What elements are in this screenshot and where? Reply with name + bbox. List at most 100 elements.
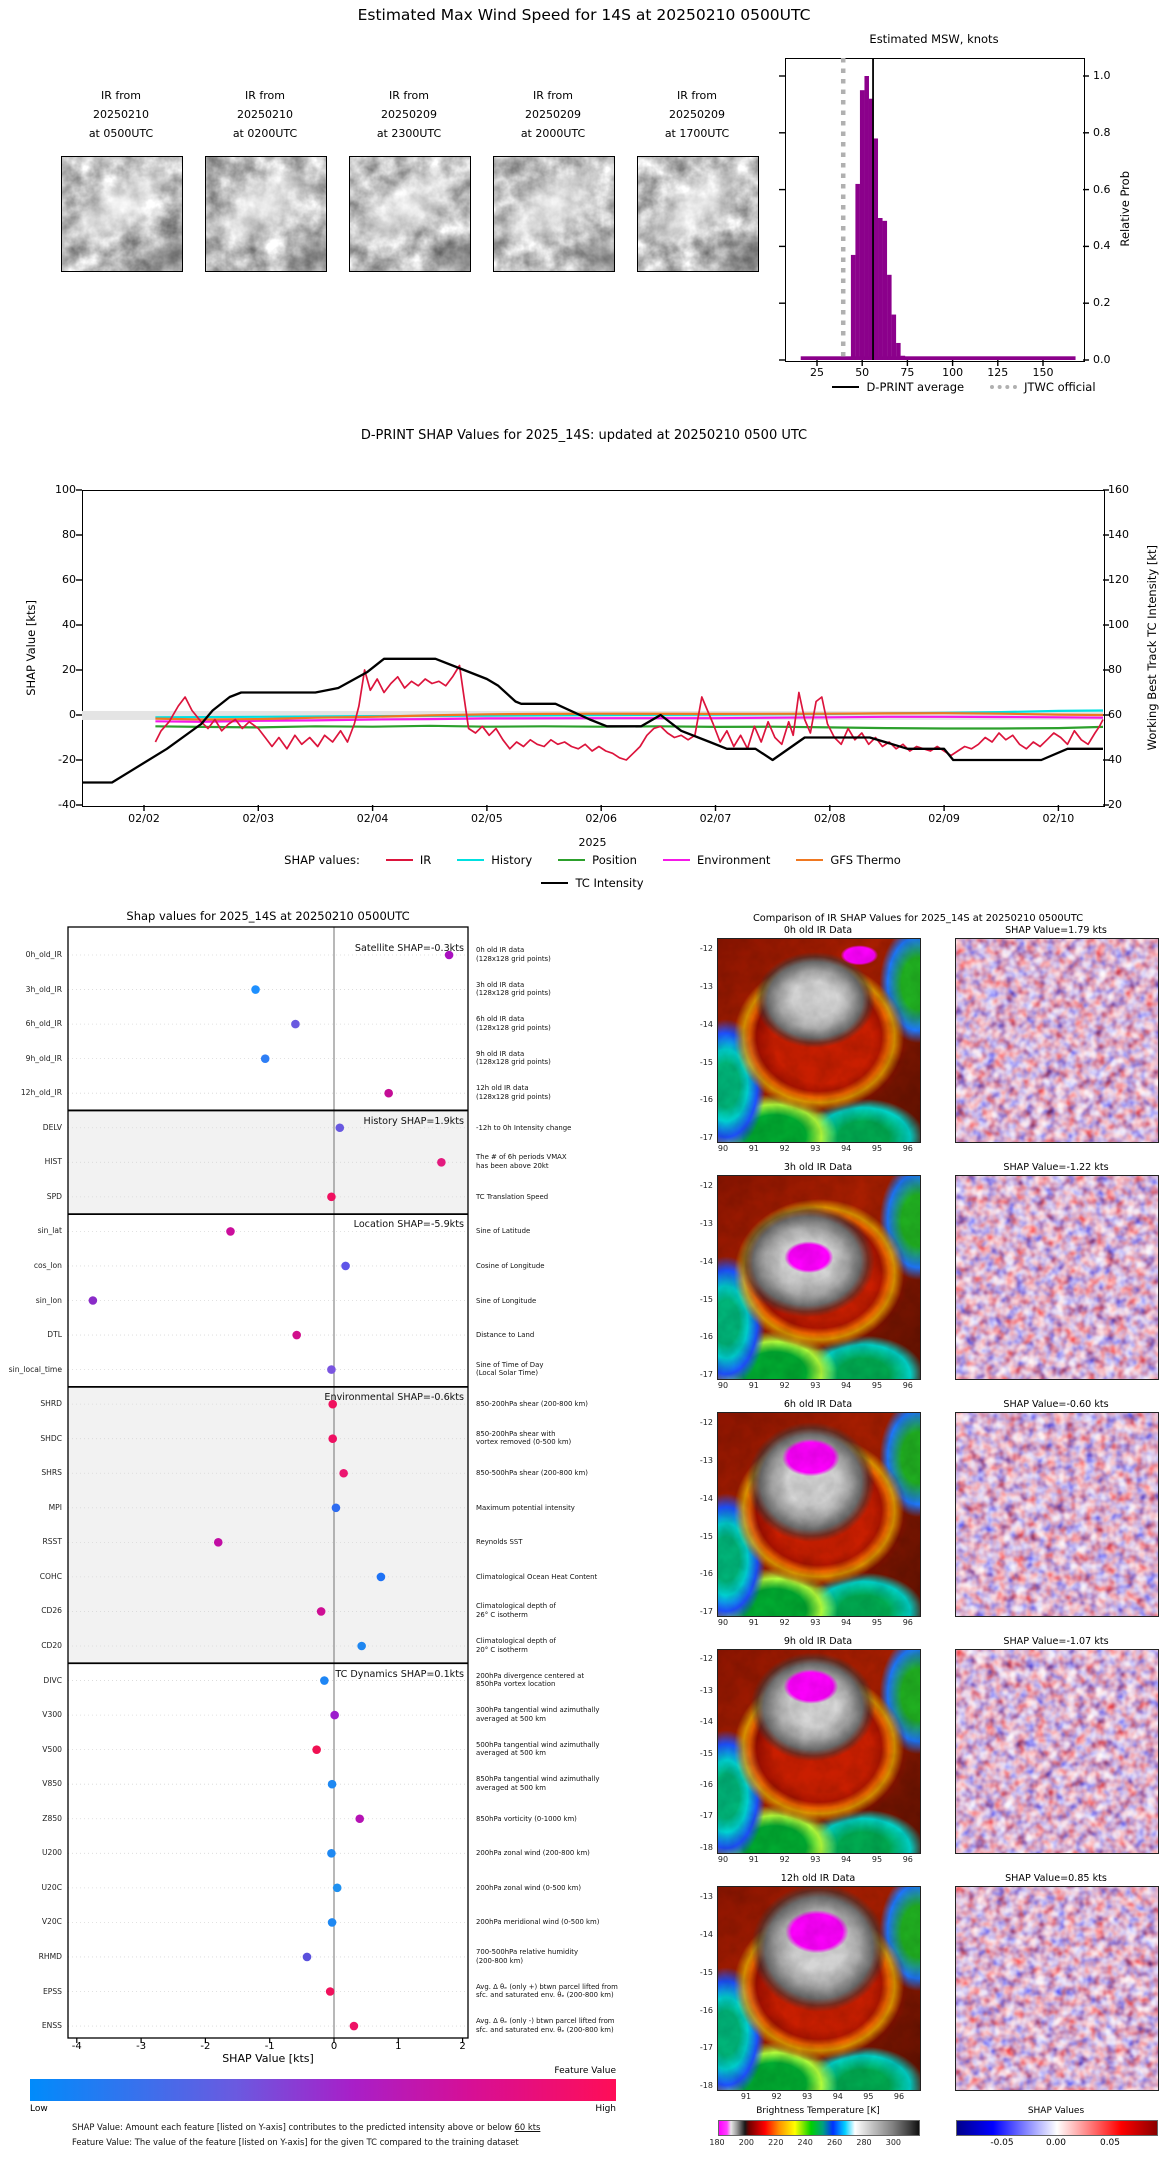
shap-row-desc-ENSS: Avg. Δ θₑ (only -) btwn parcel lifted fr… [476,2017,615,2034]
desc-line: Sine of Longitude [476,1296,537,1305]
timeseries-ytick-left: -40 [58,798,76,811]
shap-colorbar-tick: 0.00 [1045,2138,1067,2148]
shap-dot-3h_old_IR [251,985,260,994]
shap-row-label-V20C: V20C [41,1917,62,1927]
shap-row-desc-SHDC: 850-200hPa shear with vortex removed (0-5… [476,1430,571,1447]
shap-dot-Z850 [355,1814,365,1824]
desc-line: Climatological depth of [476,1602,556,1611]
timeseries-ytick-right: 60 [1108,708,1122,721]
shap-row-desc-sin_local_time: Sine of Time of Day (Local Solar Time) [476,1361,543,1378]
desc-line: (128x128 grid points) [476,1092,551,1101]
desc-line: 300hPa tangential wind azimuthally [476,1706,600,1715]
shap-row-desc-RHMD: 700-500hPa relative humidity (200-800 km) [476,1948,578,1965]
shap-row-label-cos_lon: cos_lon [33,1260,62,1270]
shap-row-desc-V850: 850hPa tangential wind azimuthally averag… [476,1775,600,1792]
map-ytick: -14 [699,1717,713,1727]
shap-dot-9h_old_IR [260,1054,270,1063]
shap-xtick: -1 [264,2041,275,2052]
histogram-bar [900,355,906,360]
shap-row-label-sin_lon: sin_lon [35,1295,62,1305]
ir-map-texture [718,1887,920,2090]
desc-line: 9h old IR data [476,1049,525,1058]
map-xtick: 95 [871,1381,883,1390]
series-environment [155,715,1104,723]
shap-colorbar-tick: -0.05 [990,2138,1014,2148]
shap-row-label-U20C: U20C [41,1882,62,1892]
shap-row-label-DELV: DELV [42,1122,62,1132]
histogram-bar [850,254,856,360]
legend-dprint-average: D-PRINT average [832,380,964,394]
ir-data-map [717,938,921,1143]
map-xtick: 92 [779,1855,790,1864]
bt-colorbar-tick: 220 [768,2138,784,2147]
timeseries-legend-row2: TC Intensity [82,876,1103,890]
ir-thumbnail-label-line: IR from [245,89,285,102]
shap-values-map [955,1649,1159,1854]
desc-line: Sine of Latitude [476,1227,531,1236]
shap-values-map [955,1412,1159,1617]
histogram-ytick: 0.2 [1093,296,1111,310]
shap-row-desc-RSST: Reynolds SST [476,1538,522,1547]
map-xtick: 90 [717,1855,729,1864]
map-xtick: 92 [779,1144,790,1153]
map-ytick: -17 [699,1811,713,1821]
ir-thumbnail-label-line: 20250209 [381,108,437,121]
ir-thumbnail-label-line: 20250209 [669,108,725,121]
shap-noise-map [956,1650,1158,1853]
shap-value-title: SHAP Value=-1.07 kts [1003,1636,1109,1647]
shap-row-desc-U200: 200hPa zonal wind (200-800 km) [476,1849,590,1858]
line-swatch-icon [662,859,690,861]
shap-dot-DELV [335,1123,345,1133]
histogram-xtick: 150 [1032,366,1054,379]
ir-data-map [717,1886,921,2091]
desc-line: (Local Solar Time) [476,1369,539,1378]
shap-value-title: SHAP Value=0.85 kts [1005,1873,1107,1884]
line-swatch-icon [558,859,586,861]
map-xtick: 92 [779,1618,790,1627]
timeseries-legend-environment: Environment [662,853,770,867]
desc-line: 0h old IR data [476,946,525,954]
shap-dot-sin_lat [226,1227,235,1236]
shap-dot-RSST [213,1538,223,1547]
shap-row-desc-0h_old_IR: 0h old IR data (128x128 grid points) [476,946,551,963]
desc-line: 850hPa tangential wind azimuthally [476,1775,600,1784]
ir-data-map [717,1412,921,1617]
shap-row-desc-CD26: Climatological depth of 26° C isotherm [476,1602,556,1619]
map-ytick: -18 [699,1842,713,1852]
ir-map-texture [718,1176,920,1379]
ir-data-title: 3h old IR Data [783,1162,853,1173]
footnote-shap-value: SHAP Value: Amount each feature [listed … [72,2122,541,2132]
shap-row-desc-cos_lon: Cosine of Longitude [476,1262,544,1271]
legend-label: TC Intensity [575,876,644,890]
shap-row-label-3h_old_IR: 3h_old_IR [25,984,62,994]
shap-dot-SHRD [328,1399,338,1409]
desc-line: averaged at 500 km [476,1714,546,1723]
timeseries-title: D-PRINT SHAP Values for 2025_14S: update… [360,428,808,443]
shap-row-label-Z850: Z850 [42,1813,62,1823]
ir-thumbnail-label-line: 20250210 [93,108,149,121]
timeseries-ytick-right: 80 [1108,663,1122,676]
legend-label: History [491,853,533,867]
shap-row-label-MPI: MPI [48,1502,62,1512]
map-xtick: 93 [810,1855,821,1864]
map-xtick: 95 [863,2092,874,2101]
shap-dot-ENSS [349,2021,359,2031]
timeseries-chart [76,489,1109,811]
map-ytick: -12 [699,1654,713,1664]
shap-row-label-CD26: CD26 [41,1606,62,1616]
ir-data-map [717,1649,921,1854]
desc-line: has been above 20kt [476,1161,549,1170]
map-ytick: -18 [699,2080,713,2090]
shap-xtick: 1 [395,2041,402,2052]
bt-colorbar-tick: 200 [738,2138,755,2147]
histogram-ytick: 1.0 [1093,69,1111,82]
shap-noise-map [956,939,1158,1142]
shap-noise-map [956,1176,1158,1379]
shap-row-label-sin_lat: sin_lat [37,1226,62,1236]
ir-map-texture [718,1413,920,1616]
timeseries-ylabel-left: SHAP Value [kts] [24,599,38,696]
shap-row-label-6h_old_IR: 6h_old_IR [25,1019,62,1029]
map-ytick: -16 [699,1095,713,1105]
histogram-plot-frame [785,58,1085,362]
shap-row-label-12h_old_IR: 12h_old_IR [20,1088,62,1098]
